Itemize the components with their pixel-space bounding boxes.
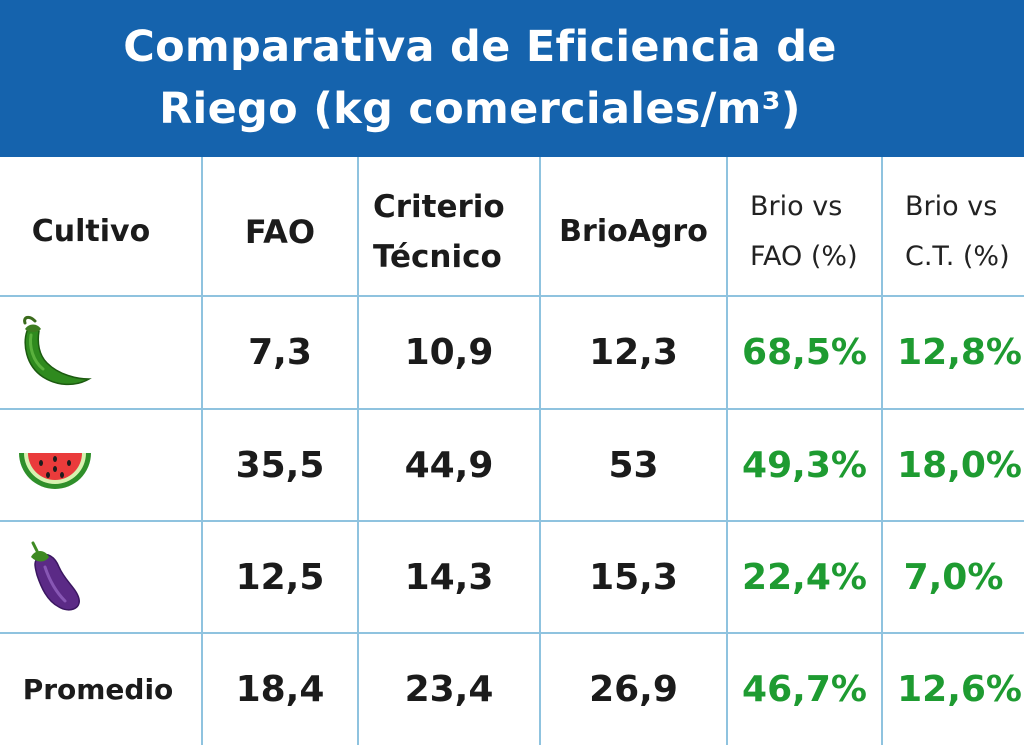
header-brio-vs-fao-line2: FAO (%) (750, 241, 858, 272)
cell-fao: 12,5 (235, 556, 325, 598)
header-brio-vs-fao: Brio vs FAO (%) (728, 157, 881, 307)
eggplant-icon (31, 541, 80, 611)
grid-line (357, 157, 359, 745)
header-brio-vs-ct-line2: C.T. (%) (905, 241, 1010, 272)
watermelon-icon (19, 453, 91, 489)
cell-brio-vs-fao: 46,7% (742, 669, 867, 710)
table-row-label (0, 410, 110, 520)
page-title: Comparativa de Eficiencia de Riego (kg c… (0, 16, 960, 140)
header-brio-vs-ct: Brio vs C.T. (%) (883, 157, 1024, 307)
header-criterio-tecnico-line1: Criterio (373, 189, 505, 225)
cell-criterio-tecnico: 14,3 (404, 556, 494, 598)
grid-line (539, 157, 541, 745)
header-criterio-tecnico: Criterio Técnico (359, 157, 539, 307)
cell-brioagro: 53 (608, 444, 659, 486)
cell-fao: 7,3 (248, 332, 312, 373)
chili-pepper-icon (23, 315, 92, 385)
header-criterio-tecnico-line2: Técnico (373, 239, 502, 275)
cell-brioagro: 15,3 (589, 556, 678, 598)
cell-brio-vs-fao: 22,4% (742, 556, 867, 598)
header-cultivo: Cultivo (31, 214, 151, 249)
cell-criterio-tecnico: 44,9 (404, 444, 494, 486)
cell-criterio-tecnico: 10,9 (404, 332, 494, 373)
cell-fao: 35,5 (235, 444, 325, 486)
grid-line (0, 520, 1024, 522)
grid-line (0, 632, 1024, 634)
grid-line (726, 157, 728, 745)
row-label-promedio: Promedio (22, 673, 174, 706)
table-row-label (0, 297, 110, 408)
title-line-1: Comparativa de Eficiencia de (123, 22, 837, 72)
cell-brio-vs-ct: 18,0% (897, 444, 1022, 486)
header-brio-vs-ct-line1: Brio vs (905, 191, 998, 222)
header-fao: FAO (244, 213, 316, 251)
cell-brio-vs-ct: 12,6% (897, 669, 1022, 710)
cell-fao: 18,4 (235, 669, 325, 710)
cell-brio-vs-ct: 7,0% (903, 556, 1004, 598)
grid-line (0, 408, 1024, 410)
grid-line (0, 295, 1024, 297)
title-line-2: Riego (kg comerciales/m³) (159, 84, 801, 134)
grid-line (201, 157, 203, 745)
efficiency-table: Cultivo FAO Criterio Técnico BrioAgro Br… (0, 157, 1024, 745)
cell-brioagro: 12,3 (589, 332, 678, 373)
table-row-label (0, 522, 110, 632)
cell-brio-vs-fao: 49,3% (742, 444, 867, 486)
cell-brio-vs-ct: 12,8% (897, 332, 1022, 373)
title-banner: Comparativa de Eficiencia de Riego (kg c… (0, 0, 1024, 157)
header-brioagro: BrioAgro (559, 214, 708, 249)
cell-criterio-tecnico: 23,4 (404, 669, 494, 710)
cell-brioagro: 26,9 (589, 669, 678, 710)
grid-line (881, 157, 883, 745)
header-brio-vs-fao-line1: Brio vs (750, 191, 843, 222)
cell-brio-vs-fao: 68,5% (742, 332, 867, 373)
